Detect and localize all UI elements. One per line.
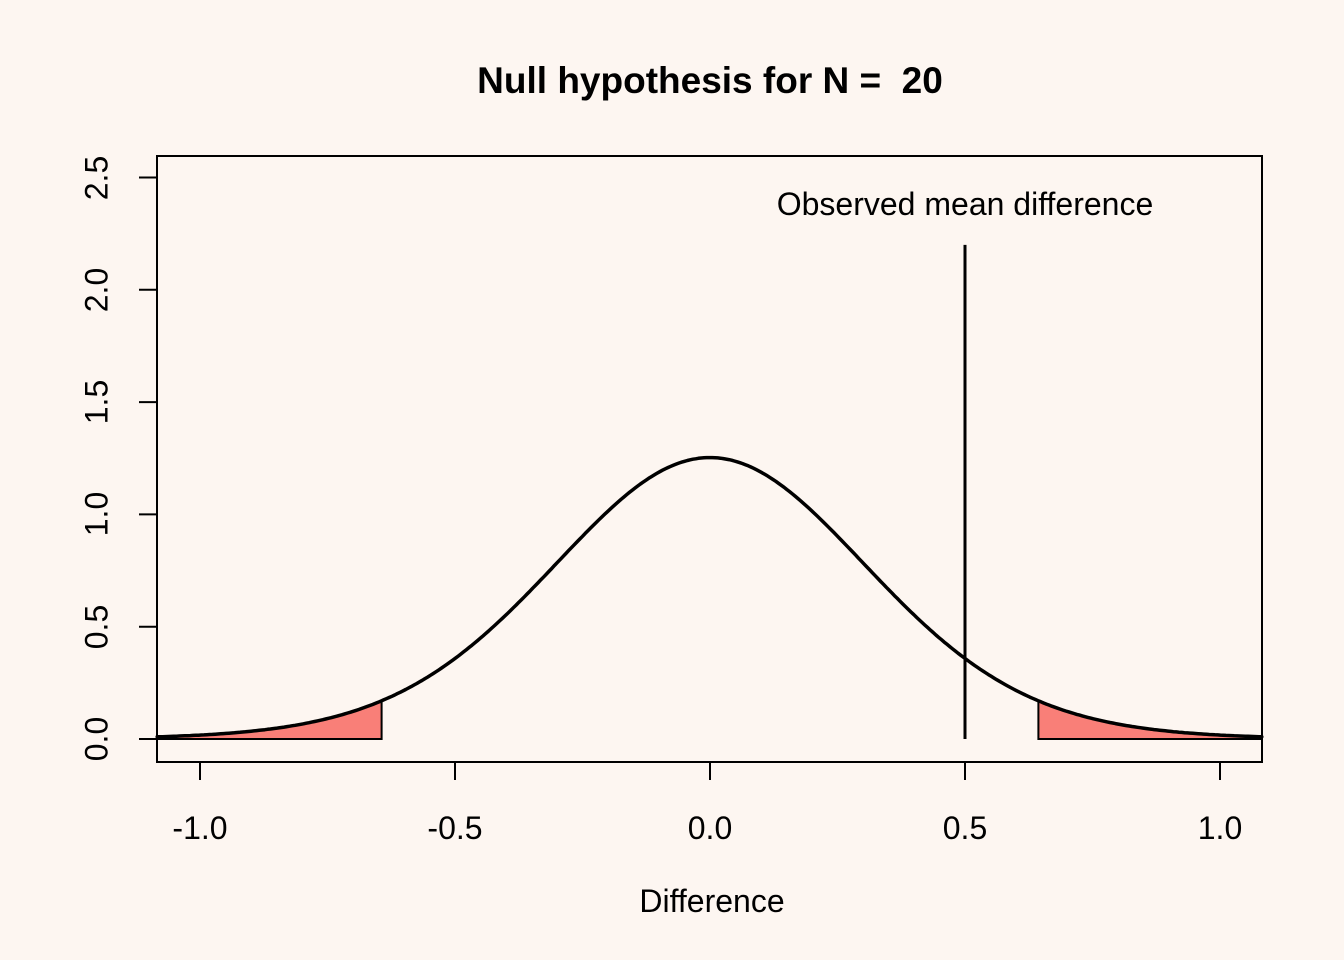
y-tick-label: 1.0 — [78, 492, 115, 537]
x-tick-label: -1.0 — [172, 810, 228, 846]
x-tick-label: -0.5 — [427, 810, 483, 846]
chart-title: Null hypothesis for N = 20 — [477, 60, 943, 101]
x-tick-label: 0.0 — [687, 810, 733, 846]
density-curve — [155, 455, 1264, 739]
observed-line-label: Observed mean difference — [776, 186, 1154, 222]
rejection-region-right — [1037, 699, 1263, 740]
y-tick-label: 1.5 — [78, 379, 115, 425]
x-tick-label: 1.0 — [1197, 810, 1243, 846]
y-tick-label: 2.0 — [78, 267, 115, 313]
x-tick-label: 0.5 — [942, 810, 988, 846]
rejection-region-left — [156, 699, 383, 740]
y-tick-label: 0.0 — [78, 716, 115, 762]
y-tick-label: 0.5 — [78, 604, 115, 649]
y-tick-label: 2.5 — [78, 155, 115, 200]
x-axis-label: Difference — [639, 883, 785, 919]
